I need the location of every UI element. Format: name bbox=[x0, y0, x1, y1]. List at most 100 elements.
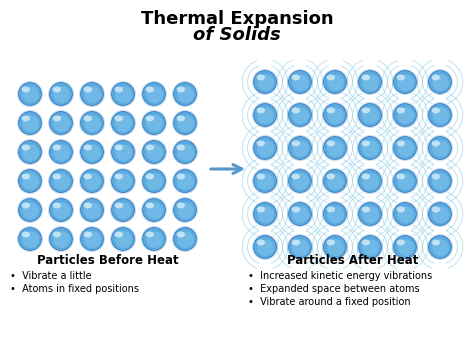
Ellipse shape bbox=[17, 110, 43, 136]
Ellipse shape bbox=[177, 202, 185, 209]
Ellipse shape bbox=[392, 168, 418, 194]
Ellipse shape bbox=[143, 112, 165, 135]
Ellipse shape bbox=[428, 236, 451, 258]
Ellipse shape bbox=[110, 81, 136, 107]
Ellipse shape bbox=[322, 69, 348, 95]
Ellipse shape bbox=[115, 144, 132, 161]
Ellipse shape bbox=[322, 168, 348, 194]
Ellipse shape bbox=[359, 202, 382, 225]
Ellipse shape bbox=[146, 231, 163, 248]
Ellipse shape bbox=[397, 206, 414, 223]
Ellipse shape bbox=[397, 141, 405, 147]
Ellipse shape bbox=[362, 107, 379, 124]
Ellipse shape bbox=[254, 202, 276, 225]
Ellipse shape bbox=[173, 112, 196, 135]
Ellipse shape bbox=[324, 104, 346, 126]
Ellipse shape bbox=[79, 168, 105, 194]
Ellipse shape bbox=[362, 239, 370, 245]
Ellipse shape bbox=[428, 104, 451, 126]
Ellipse shape bbox=[324, 70, 346, 93]
Ellipse shape bbox=[115, 173, 132, 190]
Ellipse shape bbox=[256, 239, 265, 245]
Ellipse shape bbox=[432, 74, 449, 91]
Ellipse shape bbox=[362, 141, 370, 147]
Ellipse shape bbox=[427, 201, 453, 227]
Ellipse shape bbox=[327, 107, 344, 124]
Ellipse shape bbox=[322, 102, 348, 128]
Ellipse shape bbox=[393, 70, 416, 93]
Ellipse shape bbox=[292, 74, 309, 91]
Ellipse shape bbox=[252, 168, 278, 194]
Ellipse shape bbox=[397, 173, 405, 179]
Ellipse shape bbox=[48, 139, 74, 165]
Ellipse shape bbox=[287, 135, 313, 161]
Ellipse shape bbox=[141, 81, 167, 107]
Ellipse shape bbox=[84, 202, 101, 219]
Ellipse shape bbox=[110, 139, 136, 165]
Ellipse shape bbox=[50, 141, 73, 164]
Ellipse shape bbox=[327, 140, 344, 157]
Ellipse shape bbox=[287, 201, 313, 227]
Ellipse shape bbox=[146, 232, 154, 238]
Ellipse shape bbox=[141, 168, 167, 194]
Ellipse shape bbox=[177, 115, 194, 132]
Ellipse shape bbox=[81, 82, 103, 105]
Ellipse shape bbox=[428, 202, 451, 225]
Ellipse shape bbox=[254, 236, 276, 258]
Ellipse shape bbox=[53, 202, 61, 209]
Ellipse shape bbox=[143, 228, 165, 250]
Ellipse shape bbox=[146, 144, 154, 150]
Ellipse shape bbox=[292, 239, 309, 256]
Ellipse shape bbox=[22, 173, 30, 179]
Ellipse shape bbox=[146, 86, 163, 103]
Ellipse shape bbox=[252, 102, 278, 128]
Ellipse shape bbox=[141, 226, 167, 252]
Ellipse shape bbox=[146, 86, 154, 92]
Ellipse shape bbox=[17, 226, 43, 252]
Ellipse shape bbox=[359, 70, 382, 93]
Ellipse shape bbox=[173, 228, 196, 250]
Ellipse shape bbox=[53, 86, 70, 103]
Ellipse shape bbox=[79, 197, 105, 223]
Ellipse shape bbox=[50, 112, 73, 135]
Ellipse shape bbox=[146, 173, 154, 179]
Ellipse shape bbox=[115, 202, 132, 219]
Ellipse shape bbox=[432, 107, 449, 124]
Ellipse shape bbox=[362, 206, 370, 212]
Ellipse shape bbox=[427, 69, 453, 95]
Ellipse shape bbox=[362, 74, 379, 91]
Ellipse shape bbox=[53, 115, 70, 132]
Ellipse shape bbox=[256, 74, 265, 80]
Ellipse shape bbox=[256, 206, 265, 212]
Ellipse shape bbox=[397, 107, 414, 124]
Ellipse shape bbox=[359, 104, 382, 126]
Ellipse shape bbox=[177, 231, 194, 248]
Ellipse shape bbox=[143, 82, 165, 105]
Ellipse shape bbox=[53, 232, 61, 238]
Ellipse shape bbox=[177, 232, 185, 238]
Ellipse shape bbox=[22, 144, 39, 161]
Text: •  Expanded space between atoms: • Expanded space between atoms bbox=[248, 284, 419, 294]
Ellipse shape bbox=[143, 141, 165, 164]
Ellipse shape bbox=[48, 81, 74, 107]
Ellipse shape bbox=[172, 226, 198, 252]
Ellipse shape bbox=[48, 168, 74, 194]
Ellipse shape bbox=[143, 170, 165, 193]
Ellipse shape bbox=[432, 239, 440, 245]
Ellipse shape bbox=[18, 112, 41, 135]
Ellipse shape bbox=[110, 226, 136, 252]
Ellipse shape bbox=[48, 110, 74, 136]
Ellipse shape bbox=[254, 137, 276, 159]
Ellipse shape bbox=[172, 139, 198, 165]
Ellipse shape bbox=[111, 112, 135, 135]
Ellipse shape bbox=[141, 110, 167, 136]
Ellipse shape bbox=[432, 173, 449, 190]
Ellipse shape bbox=[172, 168, 198, 194]
Ellipse shape bbox=[22, 232, 30, 238]
Ellipse shape bbox=[83, 173, 92, 179]
Ellipse shape bbox=[327, 108, 335, 113]
Ellipse shape bbox=[393, 236, 416, 258]
Ellipse shape bbox=[362, 206, 379, 223]
Ellipse shape bbox=[146, 144, 163, 161]
Ellipse shape bbox=[432, 108, 440, 113]
